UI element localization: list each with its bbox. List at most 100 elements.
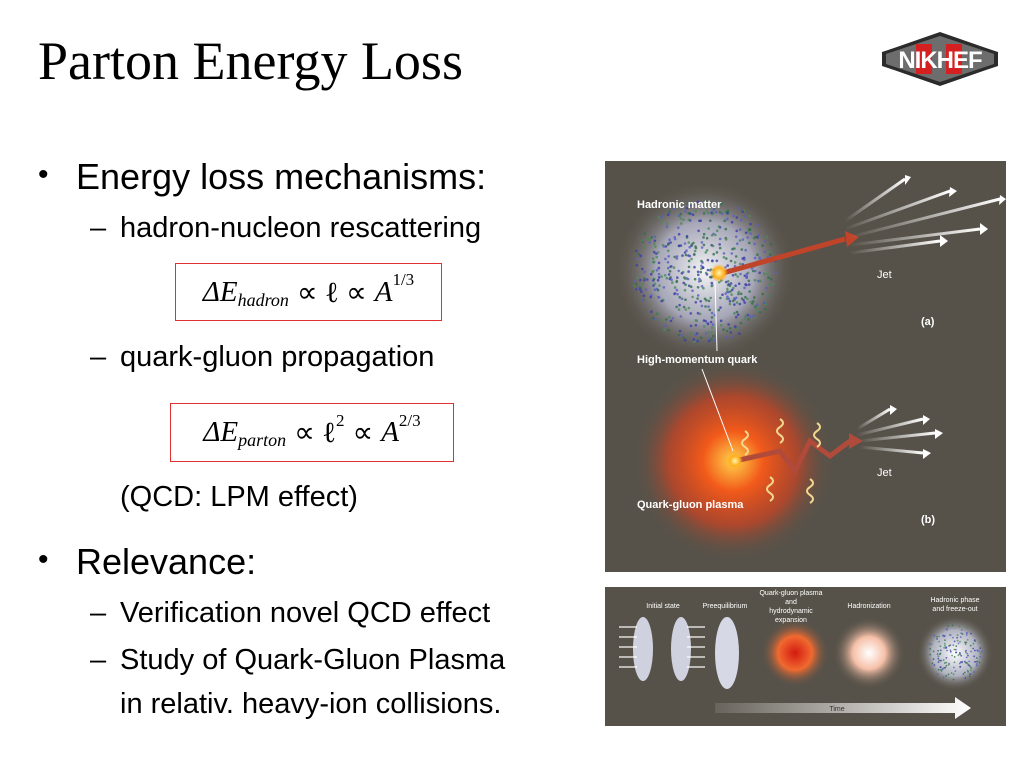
nucleon-dot: [635, 276, 639, 279]
time-arrow: [715, 697, 971, 719]
nucleon-dot: [719, 319, 723, 323]
nucleon-dot: [729, 282, 733, 285]
nucleon-dot: [679, 244, 683, 247]
nikhef-logo: NIKHEF: [882, 32, 998, 86]
nucleon-dot: [936, 635, 938, 638]
nucleon-dot: [958, 625, 961, 628]
nucleon-dot: [758, 271, 761, 275]
nucleon-dot: [675, 255, 679, 258]
nucleon-dot: [748, 228, 751, 231]
nucleon-dot: [966, 652, 969, 655]
nucleon-dot: [742, 299, 745, 302]
nucleon-dot: [938, 640, 940, 643]
nucleon-dot: [695, 319, 699, 322]
nucleon-dot: [939, 668, 942, 671]
nucleon-dot: [966, 662, 969, 665]
nucleon-dot: [705, 273, 709, 276]
nucleon-dot: [937, 661, 940, 663]
nucleon-dot: [730, 335, 733, 338]
nucleon-dot: [750, 267, 754, 270]
nucleon-dot: [965, 649, 967, 652]
sub-bullet-qgp-continued: in relativ. heavy-ion collisions.: [120, 688, 502, 720]
nucleon-dot: [679, 217, 682, 220]
nucleon-dot: [978, 661, 981, 664]
nucleon-dot: [724, 227, 728, 231]
nucleon-dot: [660, 215, 663, 218]
label-jet-a: Jet: [877, 269, 892, 281]
nucleon-dot: [643, 277, 646, 280]
nucleon-dot: [653, 288, 657, 291]
nucleon-dot: [683, 288, 687, 292]
nucleon-dot: [722, 328, 725, 331]
nucleon-dot: [964, 641, 966, 644]
nucleon-dot: [952, 678, 955, 681]
nucleon-dot: [970, 650, 972, 653]
nucleon-dot: [945, 647, 947, 649]
initial-state-nuclei: [619, 617, 705, 681]
nucleon-dot: [962, 673, 965, 675]
nucleon-dot: [932, 658, 935, 660]
nucleon-dot: [978, 650, 980, 652]
nucleon-dot: [735, 301, 739, 304]
nucleon-dot: [975, 657, 978, 659]
nucleon-dot: [657, 215, 661, 219]
nucleon-dot: [678, 329, 682, 333]
nucleon-dot: [643, 270, 646, 274]
nucleon-dot: [682, 305, 686, 309]
nucleon-dot: [744, 283, 747, 286]
nucleon-dot: [691, 295, 694, 299]
nucleon-dot: [943, 642, 946, 645]
nucleon-dot: [678, 296, 681, 299]
nucleon-dot: [749, 232, 752, 235]
nucleon-dot: [976, 660, 979, 663]
nucleon-dot: [677, 269, 680, 273]
nucleon-dot: [723, 210, 727, 213]
nucleon-dot: [737, 206, 741, 210]
nucleon-dot: [953, 656, 956, 658]
nucleon-dot: [700, 304, 704, 308]
nucleon-dot: [735, 216, 739, 219]
nucleon-dot: [733, 325, 737, 328]
nucleon-dot: [734, 315, 738, 319]
nucleon-dot: [635, 282, 638, 286]
nucleon-dot: [949, 634, 952, 636]
nucleon-dot: [647, 237, 650, 240]
nucleon-dot: [666, 249, 670, 253]
nucleon-dot: [948, 645, 951, 647]
nucleon-dot: [929, 653, 931, 656]
nucleon-dot: [710, 326, 714, 329]
nucleon-dot: [737, 292, 740, 296]
nucleon-dot: [968, 675, 971, 678]
nucleon-dot: [765, 286, 768, 290]
nucleon-dot: [691, 289, 694, 292]
nucleon-dot: [722, 256, 726, 259]
formula-subscript: hadron: [237, 289, 289, 310]
nucleon-dot: [689, 285, 693, 288]
nucleon-dot: [732, 214, 735, 218]
nucleon-dot: [693, 249, 697, 253]
nucleon-dot: [656, 278, 660, 282]
nucleon-dot: [692, 241, 695, 245]
nucleon-dot: [740, 297, 744, 300]
nucleon-dot: [973, 655, 976, 658]
nucleon-dot: [976, 649, 979, 651]
nucleon-dot: [959, 651, 961, 654]
nucleon-dot: [672, 207, 676, 211]
nucleon-dot: [729, 259, 733, 263]
nucleon-dot: [740, 248, 744, 251]
nucleon-dot: [710, 316, 714, 319]
nucleon-dot: [694, 333, 697, 337]
nucleon-dot: [648, 241, 651, 244]
nucleon-dot: [744, 231, 748, 235]
nucleon-dot: [694, 301, 698, 304]
nucleon-dot: [712, 252, 715, 256]
label-high-momentum-quark: High-momentum quark: [637, 354, 758, 366]
nucleon-dot: [706, 258, 710, 262]
nucleon-dot: [667, 273, 671, 276]
dash-marker: –: [90, 341, 107, 373]
nucleon-dot: [943, 635, 946, 637]
nucleon-dot: [696, 294, 700, 297]
nucleon-dot: [738, 239, 742, 242]
nucleon-dot: [965, 626, 968, 629]
nucleon-dot: [952, 636, 954, 639]
